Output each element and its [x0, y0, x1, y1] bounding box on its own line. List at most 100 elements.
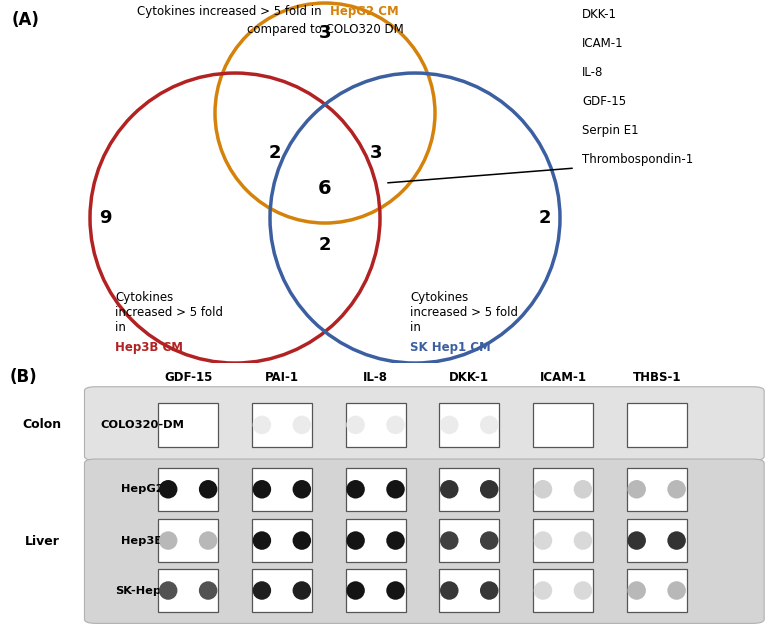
Ellipse shape	[199, 531, 217, 550]
Text: Cytokines
increased > 5 fold
in: Cytokines increased > 5 fold in	[115, 291, 223, 334]
Ellipse shape	[667, 531, 686, 550]
Ellipse shape	[253, 531, 271, 550]
Ellipse shape	[627, 480, 646, 498]
Ellipse shape	[627, 531, 646, 550]
Text: Hep3B CM: Hep3B CM	[115, 341, 183, 354]
Bar	[158, 403, 218, 446]
Ellipse shape	[253, 416, 271, 434]
Text: (B): (B)	[10, 368, 38, 386]
Ellipse shape	[386, 531, 405, 550]
Ellipse shape	[480, 416, 498, 434]
Ellipse shape	[627, 582, 646, 600]
Bar	[439, 569, 499, 612]
Ellipse shape	[480, 531, 498, 550]
Bar	[158, 569, 218, 612]
Text: HepG2: HepG2	[121, 485, 164, 495]
Ellipse shape	[293, 416, 311, 434]
Ellipse shape	[386, 416, 405, 434]
Text: SK-Hep1: SK-Hep1	[115, 585, 169, 595]
Text: Serpin E1: Serpin E1	[582, 124, 639, 137]
Text: DKK-1: DKK-1	[449, 371, 489, 384]
Text: 3: 3	[319, 24, 331, 42]
Ellipse shape	[253, 480, 271, 498]
Bar	[346, 519, 406, 562]
FancyBboxPatch shape	[84, 387, 764, 460]
Ellipse shape	[667, 582, 686, 600]
Bar	[346, 569, 406, 612]
Text: Hep3B: Hep3B	[121, 536, 163, 545]
Text: IL-8: IL-8	[363, 371, 388, 384]
Bar	[252, 403, 312, 446]
Text: SK Hep1 CM: SK Hep1 CM	[410, 341, 491, 354]
FancyBboxPatch shape	[84, 459, 764, 623]
Ellipse shape	[346, 531, 365, 550]
Ellipse shape	[534, 480, 552, 498]
Ellipse shape	[293, 480, 311, 498]
Text: compared to COLO320 DM: compared to COLO320 DM	[247, 23, 403, 36]
Bar	[252, 519, 312, 562]
Bar	[627, 468, 687, 511]
Bar	[533, 468, 593, 511]
Bar	[533, 569, 593, 612]
Bar	[439, 519, 499, 562]
Ellipse shape	[386, 480, 405, 498]
Ellipse shape	[574, 480, 592, 498]
Bar	[158, 519, 218, 562]
Ellipse shape	[574, 582, 592, 600]
Text: ICAM-1: ICAM-1	[539, 371, 587, 384]
Text: IL-8: IL-8	[582, 66, 604, 79]
Text: GDF-15: GDF-15	[582, 95, 626, 108]
Text: DKK-1: DKK-1	[582, 8, 617, 21]
Ellipse shape	[293, 582, 311, 600]
Text: Thrombospondin-1: Thrombospondin-1	[582, 153, 694, 166]
Bar	[346, 403, 406, 446]
Bar	[627, 519, 687, 562]
Bar	[158, 468, 218, 511]
Bar	[627, 569, 687, 612]
Text: PAI-1: PAI-1	[265, 371, 299, 384]
Text: THBS-1: THBS-1	[632, 371, 681, 384]
Ellipse shape	[346, 480, 365, 498]
Bar	[252, 569, 312, 612]
Ellipse shape	[534, 582, 552, 600]
Ellipse shape	[480, 582, 498, 600]
Ellipse shape	[159, 531, 177, 550]
Bar	[439, 468, 499, 511]
Ellipse shape	[159, 582, 177, 600]
Bar	[439, 403, 499, 446]
Ellipse shape	[440, 480, 458, 498]
Ellipse shape	[667, 480, 686, 498]
Text: (A): (A)	[12, 11, 39, 29]
Text: Colon: Colon	[23, 418, 61, 431]
Text: HepG2 CM: HepG2 CM	[330, 5, 399, 18]
Bar	[627, 403, 687, 446]
Text: 2: 2	[319, 236, 331, 254]
Ellipse shape	[480, 480, 498, 498]
Ellipse shape	[199, 480, 217, 498]
Text: COLO320-DM: COLO320-DM	[100, 420, 184, 430]
Text: 2: 2	[269, 144, 281, 162]
Bar	[533, 403, 593, 446]
Text: 2: 2	[538, 209, 551, 227]
Text: Cytokines increased > 5 fold in: Cytokines increased > 5 fold in	[137, 5, 325, 18]
Ellipse shape	[293, 531, 311, 550]
Ellipse shape	[440, 416, 458, 434]
Bar	[252, 468, 312, 511]
Ellipse shape	[199, 582, 217, 600]
Ellipse shape	[386, 582, 405, 600]
Text: 6: 6	[318, 178, 332, 198]
Text: Liver: Liver	[25, 535, 60, 548]
Text: 3: 3	[369, 144, 382, 162]
Ellipse shape	[253, 582, 271, 600]
Ellipse shape	[440, 582, 458, 600]
Text: GDF-15: GDF-15	[164, 371, 212, 384]
Bar	[346, 468, 406, 511]
Bar	[533, 519, 593, 562]
Text: 9: 9	[99, 209, 111, 227]
Text: ICAM-1: ICAM-1	[582, 37, 624, 50]
Ellipse shape	[346, 582, 365, 600]
Ellipse shape	[159, 480, 177, 498]
Ellipse shape	[574, 531, 592, 550]
Ellipse shape	[440, 531, 458, 550]
Text: Cytokines
increased > 5 fold
in: Cytokines increased > 5 fold in	[410, 291, 518, 334]
